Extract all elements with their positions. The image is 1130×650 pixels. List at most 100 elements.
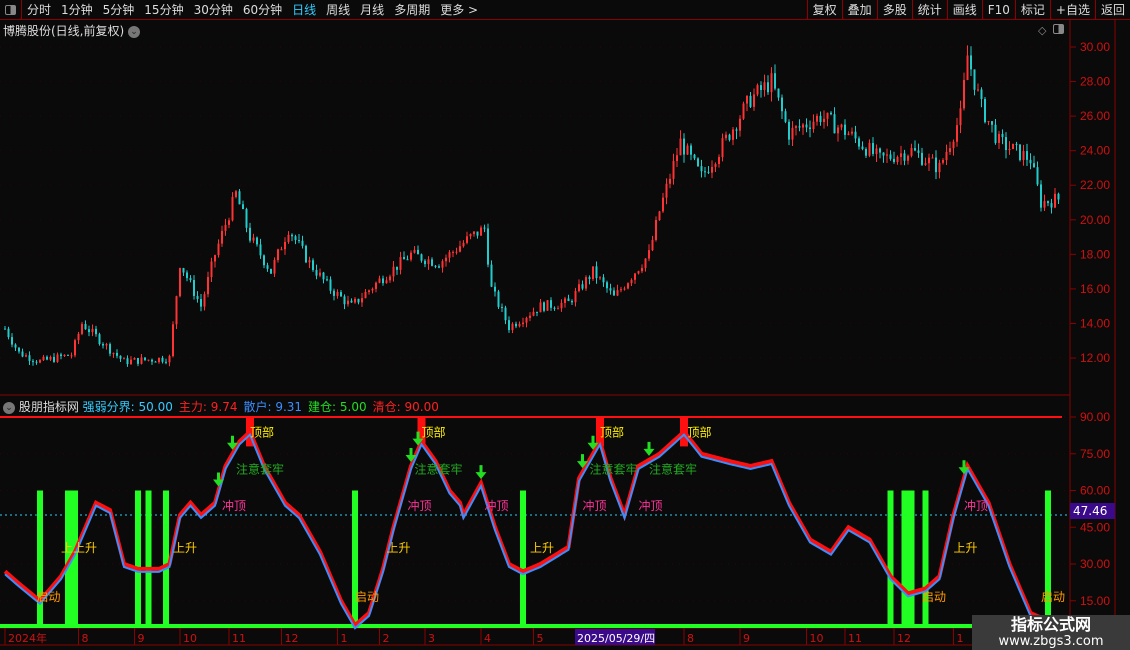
candle <box>410 252 412 260</box>
candle <box>18 347 20 352</box>
candle <box>662 197 664 212</box>
candle <box>942 159 944 163</box>
candle <box>900 153 902 157</box>
candle <box>46 356 48 360</box>
candle <box>581 284 584 289</box>
indicator-header: ⌄ 股朋指标网 强弱分界: 50.00 主力: 9.74 散户: 9.31 建仓: 5… <box>3 398 445 415</box>
candle <box>784 111 787 122</box>
candle <box>179 268 181 297</box>
build-bar <box>922 490 929 626</box>
toolbar-button[interactable]: +自选 <box>1049 0 1095 20</box>
panel-icon[interactable] <box>1053 24 1064 34</box>
price-tick-label: 16.00 <box>1080 282 1110 296</box>
candle <box>833 114 836 134</box>
toolbar-button[interactable]: 多股 <box>876 0 912 20</box>
candle <box>861 146 864 150</box>
toolbar-button[interactable]: 叠加 <box>841 0 877 20</box>
candle <box>182 268 185 273</box>
clear-bar <box>417 417 426 447</box>
clear-bar <box>596 417 604 447</box>
diamond-icon[interactable]: ◇ <box>1038 24 1047 37</box>
indicator-field: 清仓: 90.00 <box>372 400 439 414</box>
candle <box>522 322 524 325</box>
timeframe-tab[interactable]: 1分钟 <box>61 3 93 17</box>
toolbar-button[interactable]: 标记 <box>1014 0 1050 20</box>
timeframe-tab[interactable]: 日线 <box>292 3 317 17</box>
candle <box>4 328 6 330</box>
chevron-down-icon[interactable]: ⌄ <box>128 25 141 38</box>
toolbar-button[interactable]: 返回 <box>1094 0 1130 20</box>
toolbar-button[interactable]: 复权 <box>806 0 842 20</box>
candle <box>714 164 717 167</box>
candle <box>53 356 55 362</box>
candle <box>413 249 416 253</box>
candle <box>606 282 608 289</box>
indicator-tick-label: 75.00 <box>1080 447 1110 461</box>
candle <box>147 359 150 361</box>
timeframe-tab[interactable]: 周线 <box>326 3 351 17</box>
signal-label: 冲顶 <box>583 498 607 513</box>
candle <box>1019 144 1021 161</box>
candle <box>823 118 825 123</box>
timeframe-tab[interactable]: 月线 <box>360 3 385 17</box>
signal-label: 顶部 <box>688 425 712 440</box>
candle <box>431 259 433 266</box>
indicator-field: 强弱分界: 50.00 <box>82 400 173 414</box>
candle <box>546 300 549 311</box>
timeframe-tab[interactable]: 分时 <box>27 3 52 17</box>
candle <box>889 154 892 159</box>
candle <box>406 259 409 261</box>
candle <box>795 126 797 128</box>
timeframe-tab[interactable]: 60分钟 <box>242 3 283 17</box>
candle <box>907 155 909 161</box>
layout-toggle-button[interactable] <box>0 0 22 20</box>
candle <box>81 323 83 334</box>
date-label: 12 <box>285 632 299 645</box>
candle <box>707 171 710 173</box>
candle <box>165 361 167 363</box>
candle <box>511 323 514 331</box>
candle <box>154 361 157 363</box>
date-label: 11 <box>848 632 862 645</box>
candle <box>525 317 528 323</box>
candle <box>382 278 384 284</box>
candle <box>718 156 720 165</box>
candle <box>550 300 552 308</box>
toolbar-button[interactable]: 统计 <box>911 0 947 20</box>
candle <box>399 257 402 270</box>
candle <box>49 356 52 360</box>
candle <box>242 204 244 210</box>
timeframe-tab[interactable]: 更多 > <box>440 3 479 17</box>
candle <box>172 324 174 357</box>
candle <box>231 196 234 221</box>
candle <box>578 284 580 292</box>
candle <box>634 273 636 280</box>
candle <box>970 55 972 70</box>
candle <box>280 249 283 251</box>
chevron-down-icon[interactable]: ⌄ <box>3 401 15 414</box>
candle <box>893 158 895 163</box>
candle <box>844 124 846 135</box>
timeframe-tab[interactable]: 多周期 <box>394 3 431 17</box>
candle <box>767 82 769 93</box>
timeframe-tab[interactable]: 15分钟 <box>144 3 184 17</box>
candle <box>602 277 605 283</box>
candle <box>994 124 997 143</box>
panel-icon <box>5 4 16 15</box>
candle <box>529 315 531 318</box>
toolbar-button[interactable]: 画线 <box>946 0 982 20</box>
timeframe-tab[interactable]: 5分钟 <box>102 3 135 17</box>
candle <box>763 82 766 91</box>
candle <box>434 265 437 267</box>
candle <box>70 355 73 357</box>
toolbar-button[interactable]: F10 <box>981 0 1015 20</box>
candle <box>1047 201 1049 204</box>
candle <box>840 124 843 128</box>
candle <box>350 300 353 303</box>
timeframe-tab[interactable]: 30分钟 <box>193 3 233 17</box>
build-bar <box>352 490 358 626</box>
candle <box>697 158 699 167</box>
signal-label: 上升 <box>387 541 411 555</box>
candle <box>896 156 899 163</box>
